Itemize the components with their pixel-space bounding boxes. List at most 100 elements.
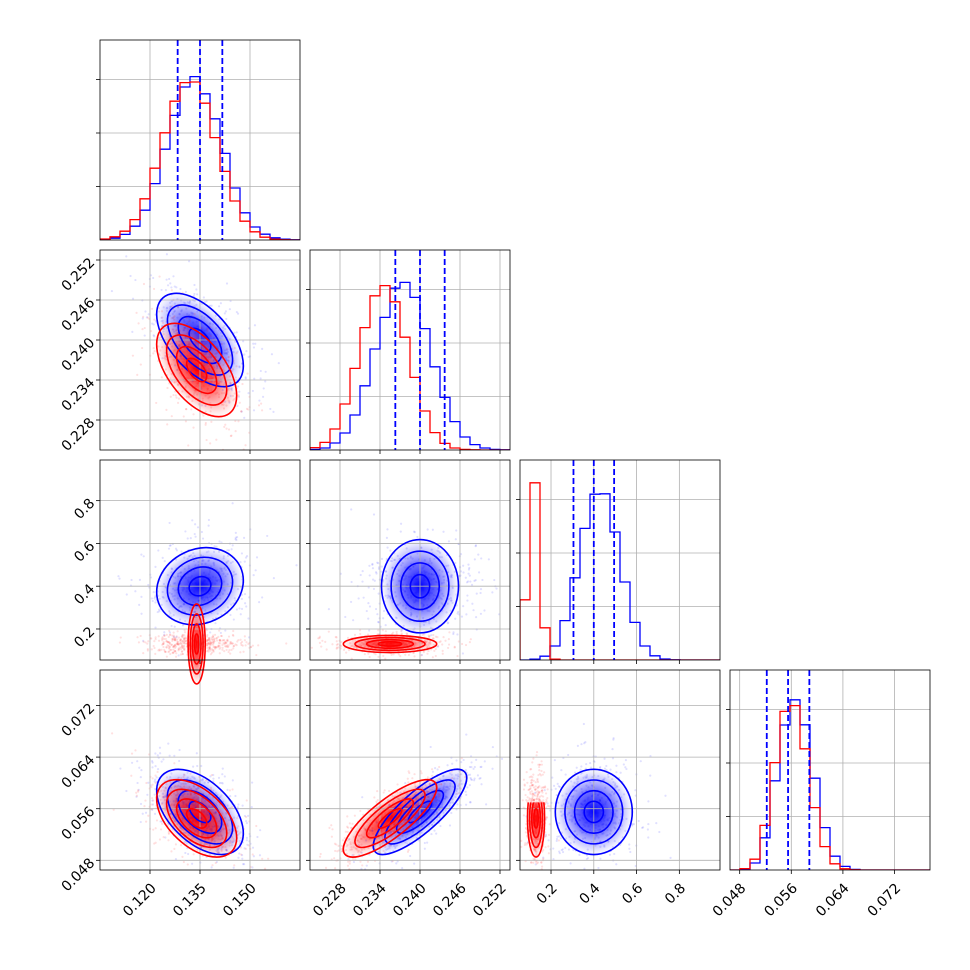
scatter-point — [384, 845, 387, 848]
scatter-point — [407, 849, 410, 852]
scatter-point — [219, 795, 222, 799]
scatter-point — [422, 604, 425, 607]
scatter-point — [224, 856, 227, 859]
scatter-point — [161, 319, 164, 322]
scatter-point — [408, 568, 411, 571]
scatter-point — [363, 836, 366, 839]
scatter-point — [219, 634, 223, 638]
scatter-point — [597, 836, 600, 839]
scatter-point — [376, 561, 379, 564]
scatter-point — [190, 837, 194, 840]
scatter-point — [176, 640, 179, 643]
scatter-point — [615, 863, 618, 866]
scatter-point — [183, 773, 186, 777]
scatter-point — [165, 640, 168, 643]
scatter-point — [215, 352, 218, 355]
scatter-point — [172, 634, 175, 637]
scatter-point — [578, 819, 582, 822]
scatter-point — [189, 536, 192, 540]
scatter-point — [212, 777, 215, 780]
scatter-point — [154, 565, 157, 568]
scatter-point — [585, 775, 589, 779]
scatter-point — [226, 350, 230, 354]
scatter-point — [137, 641, 141, 644]
scatter-point — [202, 809, 206, 813]
scatter-point — [368, 629, 371, 632]
scatter-point — [218, 652, 221, 655]
scatter-point — [411, 557, 414, 560]
scatter-point — [210, 355, 213, 358]
scatter-point — [346, 825, 349, 828]
scatter-point — [396, 554, 399, 557]
scatter-point — [244, 602, 247, 605]
scatter-point — [590, 818, 594, 822]
scatter-point — [591, 775, 594, 779]
scatter-point — [246, 843, 249, 846]
scatter-point — [566, 813, 569, 816]
scatter-point — [213, 375, 216, 379]
scatter-point — [348, 862, 351, 865]
scatter-point — [242, 650, 245, 653]
scatter-point — [177, 575, 180, 578]
scatter-point — [186, 804, 189, 808]
scatter-point — [417, 589, 420, 592]
scatter-point — [381, 837, 384, 840]
scatter-point — [303, 861, 305, 863]
scatter-point — [607, 819, 610, 822]
scatter-point — [173, 349, 176, 352]
scatter-point — [173, 309, 177, 313]
scatter-point — [224, 610, 227, 613]
scatter-point — [204, 838, 207, 842]
scatter-point — [235, 310, 238, 314]
scatter-point — [431, 528, 434, 531]
scatter-point — [173, 644, 176, 647]
scatter-point — [594, 833, 597, 836]
scatter-point — [216, 579, 219, 582]
scatter-point — [220, 846, 224, 849]
scatter-point — [437, 546, 440, 549]
scatter-point — [160, 802, 164, 805]
scatter-point — [194, 607, 198, 610]
scatter-point — [179, 354, 182, 357]
scatter-point — [598, 799, 601, 802]
scatter-point — [430, 634, 433, 637]
scatter-point — [401, 867, 404, 870]
scatter-point — [428, 609, 431, 613]
scatter-point — [438, 792, 441, 796]
scatter-point — [477, 571, 481, 574]
scatter-point — [185, 371, 189, 374]
scatter-point — [407, 642, 411, 645]
scatter-point — [210, 597, 213, 600]
scatter-point — [191, 519, 194, 522]
scatter-point — [190, 311, 193, 314]
scatter-point — [209, 786, 213, 790]
scatter-point — [208, 570, 212, 573]
scatter-point — [420, 642, 423, 645]
scatter-point — [207, 641, 210, 644]
scatter-point — [426, 790, 429, 793]
scatter-point — [183, 587, 186, 590]
scatter-point — [219, 639, 222, 643]
scatter-point — [208, 648, 211, 651]
scatter-point — [181, 644, 184, 647]
scatter-point — [165, 599, 168, 603]
scatter-point — [374, 641, 377, 644]
scatter-point — [619, 818, 622, 822]
scatter-point — [170, 850, 173, 853]
scatter-point — [169, 355, 172, 358]
scatter-point — [244, 847, 247, 850]
scatter-point — [570, 818, 574, 821]
scatter-point — [351, 853, 354, 857]
scatter-point — [165, 307, 168, 310]
scatter-point — [220, 781, 223, 785]
scatter-point — [574, 837, 577, 840]
scatter-point — [243, 635, 246, 638]
scatter-point — [175, 813, 178, 817]
scatter-point — [359, 837, 363, 840]
scatter-point — [175, 396, 178, 399]
scatter-point — [190, 574, 193, 578]
scatter-point — [177, 343, 180, 347]
scatter-point — [166, 306, 169, 309]
scatter-point — [186, 803, 189, 806]
scatter-point — [261, 347, 264, 350]
